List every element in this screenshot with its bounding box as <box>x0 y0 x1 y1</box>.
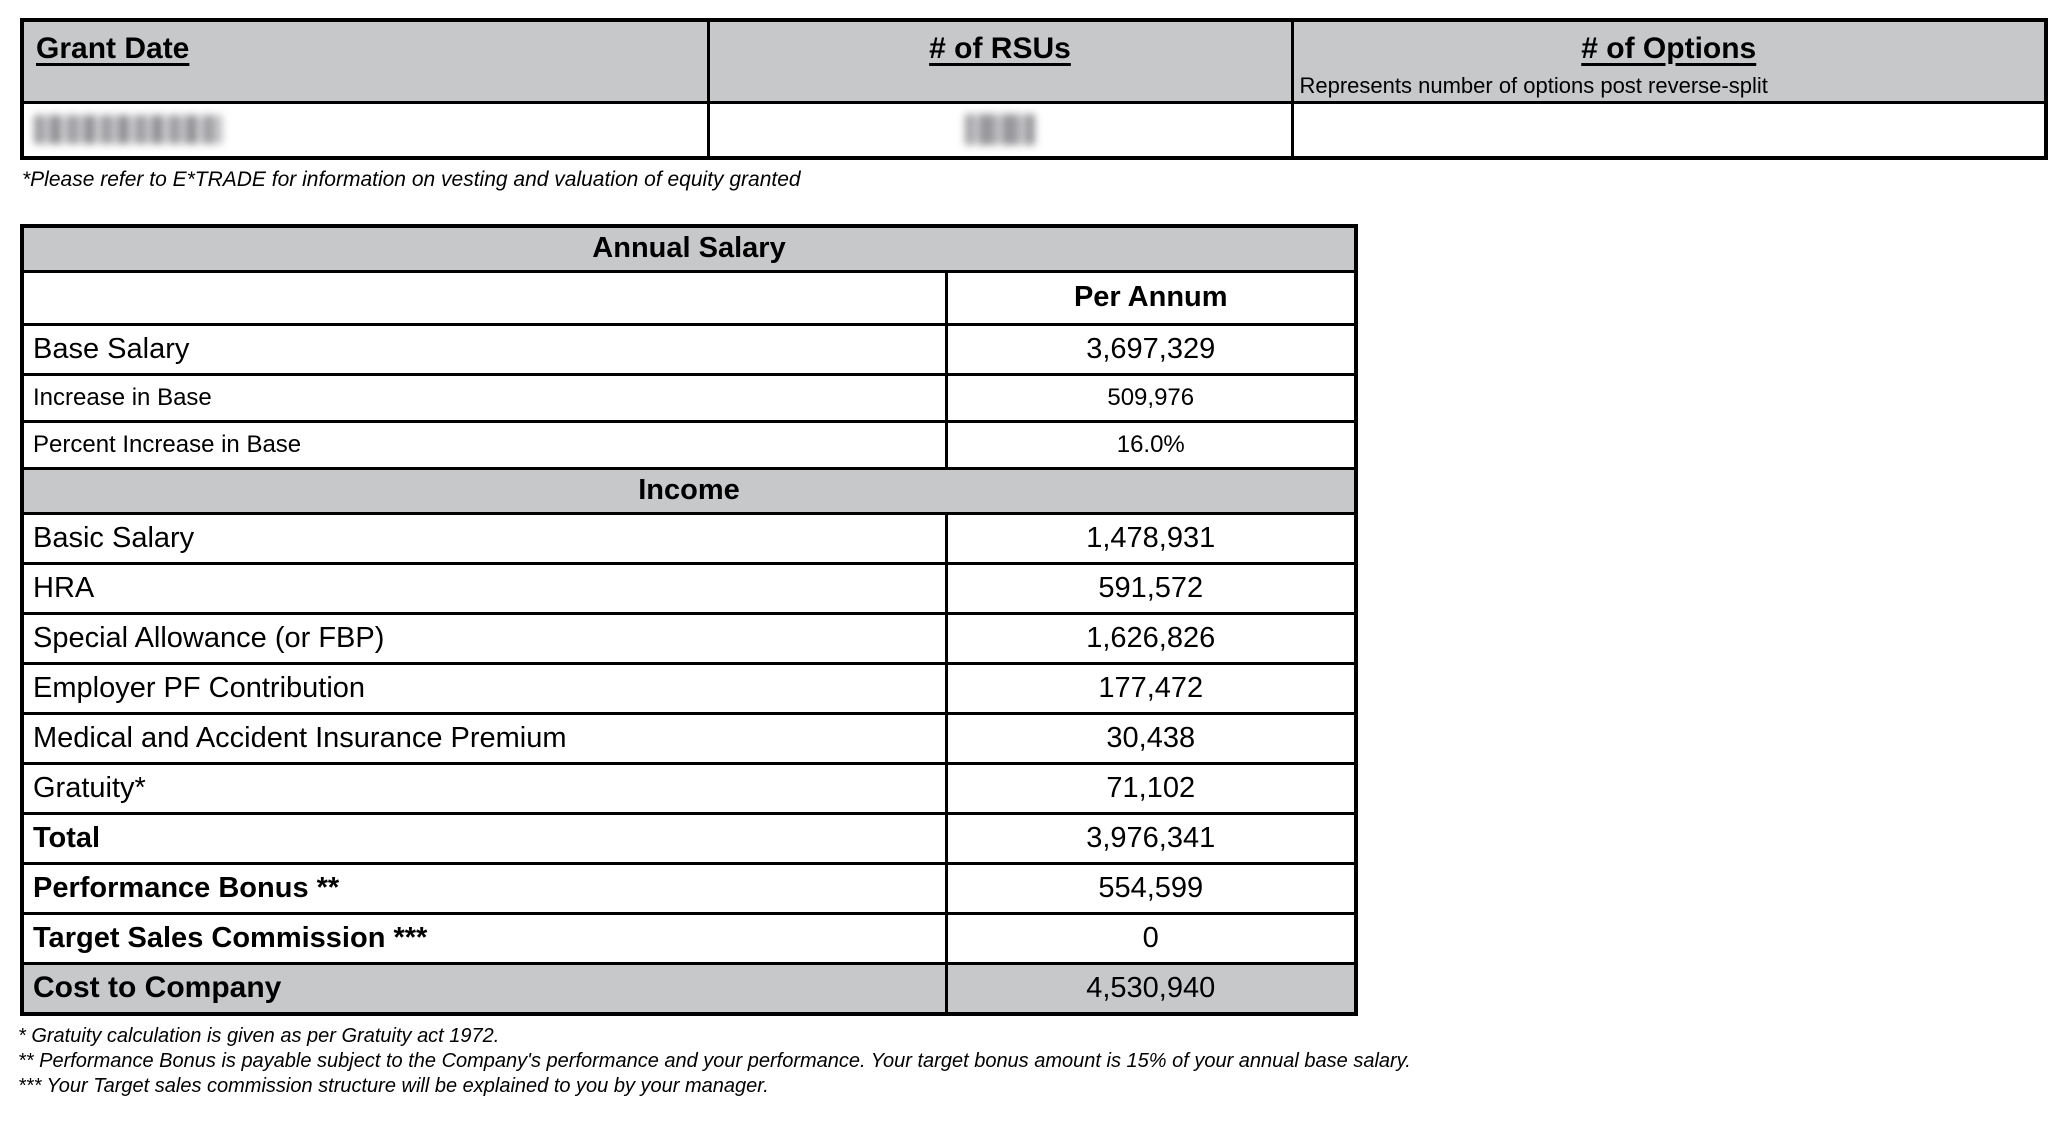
column-header-row: Per Annum <box>20 269 1358 326</box>
grant-date-value-redacted <box>34 115 222 145</box>
equity-data-row <box>20 100 2048 160</box>
row-value: 71,102 <box>944 761 1358 815</box>
footnote-sales-commission: *** Your Target sales commission structu… <box>18 1075 769 1097</box>
table-row-performance-bonus: Performance Bonus ** 554,599 <box>20 861 1358 915</box>
equity-grant-table: Grant Date # of RSUs # of Options Repres… <box>20 18 2048 160</box>
row-value: 177,472 <box>944 661 1358 715</box>
row-label: Basic Salary <box>20 511 948 565</box>
row-label: Special Allowance (or FBP) <box>20 611 948 665</box>
empty-header-cell <box>20 269 948 326</box>
per-annum-header: Per Annum <box>944 269 1358 326</box>
row-label: HRA <box>20 561 948 615</box>
row-value: 509,976 <box>944 372 1358 423</box>
row-label: Employer PF Contribution <box>20 661 948 715</box>
table-row-percent-increase: Percent Increase in Base 16.0% <box>20 419 1358 470</box>
row-label: Total <box>20 811 948 865</box>
table-row-employer-pf: Employer PF Contribution 177,472 <box>20 661 1358 715</box>
footnote-performance-bonus: ** Performance Bonus is payable subject … <box>18 1050 1411 1072</box>
equity-header-row: Grant Date # of RSUs # of Options Repres… <box>20 18 2048 104</box>
annual-salary-table: Annual Salary Per Annum Base Salary 3,69… <box>20 224 1358 1016</box>
row-label: Percent Increase in Base <box>20 419 948 470</box>
table-row-medical-insurance: Medical and Accident Insurance Premium 3… <box>20 711 1358 765</box>
row-value: 3,697,329 <box>944 322 1358 376</box>
row-label: Increase in Base <box>20 372 948 423</box>
row-label: Medical and Accident Insurance Premium <box>20 711 948 765</box>
options-header-subtitle: Represents number of options post revers… <box>1299 73 1768 98</box>
grant-date-header-cell: Grant Date <box>20 18 710 104</box>
footnote-gratuity: * Gratuity calculation is given as per G… <box>18 1025 500 1047</box>
table-row-target-sales-commission: Target Sales Commission *** 0 <box>20 911 1358 965</box>
options-value-cell <box>1290 100 2048 160</box>
table-row-special-allowance: Special Allowance (or FBP) 1,626,826 <box>20 611 1358 665</box>
rsus-header: # of RSUs <box>929 32 1071 65</box>
table-row-increase-in-base: Increase in Base 509,976 <box>20 372 1358 423</box>
income-title: Income <box>20 466 1358 515</box>
options-header: # of Options <box>1581 32 1757 65</box>
section-header-annual-salary: Annual Salary <box>20 224 1358 273</box>
annual-salary-title: Annual Salary <box>20 224 1358 273</box>
section-header-income: Income <box>20 466 1358 515</box>
row-value: 1,478,931 <box>944 511 1358 565</box>
table-row-gratuity: Gratuity* 71,102 <box>20 761 1358 815</box>
grant-date-value-cell <box>20 100 710 160</box>
table-row-cost-to-company: Cost to Company 4,530,940 <box>20 961 1358 1016</box>
rsus-value-cell <box>706 100 1294 160</box>
row-value: 591,572 <box>944 561 1358 615</box>
equity-note: *Please refer to E*TRADE for information… <box>22 168 801 191</box>
table-row-base-salary: Base Salary 3,697,329 <box>20 322 1358 376</box>
row-value: 30,438 <box>944 711 1358 765</box>
row-label: Cost to Company <box>20 961 948 1016</box>
row-label: Performance Bonus ** <box>20 861 948 915</box>
row-value: 0 <box>944 911 1358 965</box>
row-label: Base Salary <box>20 322 948 376</box>
compensation-document: Grant Date # of RSUs # of Options Repres… <box>0 18 2048 1099</box>
row-value: 3,976,341 <box>944 811 1358 865</box>
footnotes: * Gratuity calculation is given as per G… <box>18 1024 2048 1099</box>
row-label: Target Sales Commission *** <box>20 911 948 965</box>
row-value: 16.0% <box>944 419 1358 470</box>
table-row-basic-salary: Basic Salary 1,478,931 <box>20 511 1358 565</box>
options-header-cell: # of Options Represents number of option… <box>1290 18 2048 104</box>
row-label: Gratuity* <box>20 761 948 815</box>
row-value: 1,626,826 <box>944 611 1358 665</box>
row-value: 4,530,940 <box>944 961 1358 1016</box>
table-row-hra: HRA 591,572 <box>20 561 1358 615</box>
rsus-value-redacted <box>965 114 1035 146</box>
grant-date-header: Grant Date <box>36 32 190 65</box>
rsus-header-cell: # of RSUs <box>706 18 1294 104</box>
table-row-total: Total 3,976,341 <box>20 811 1358 865</box>
row-value: 554,599 <box>944 861 1358 915</box>
